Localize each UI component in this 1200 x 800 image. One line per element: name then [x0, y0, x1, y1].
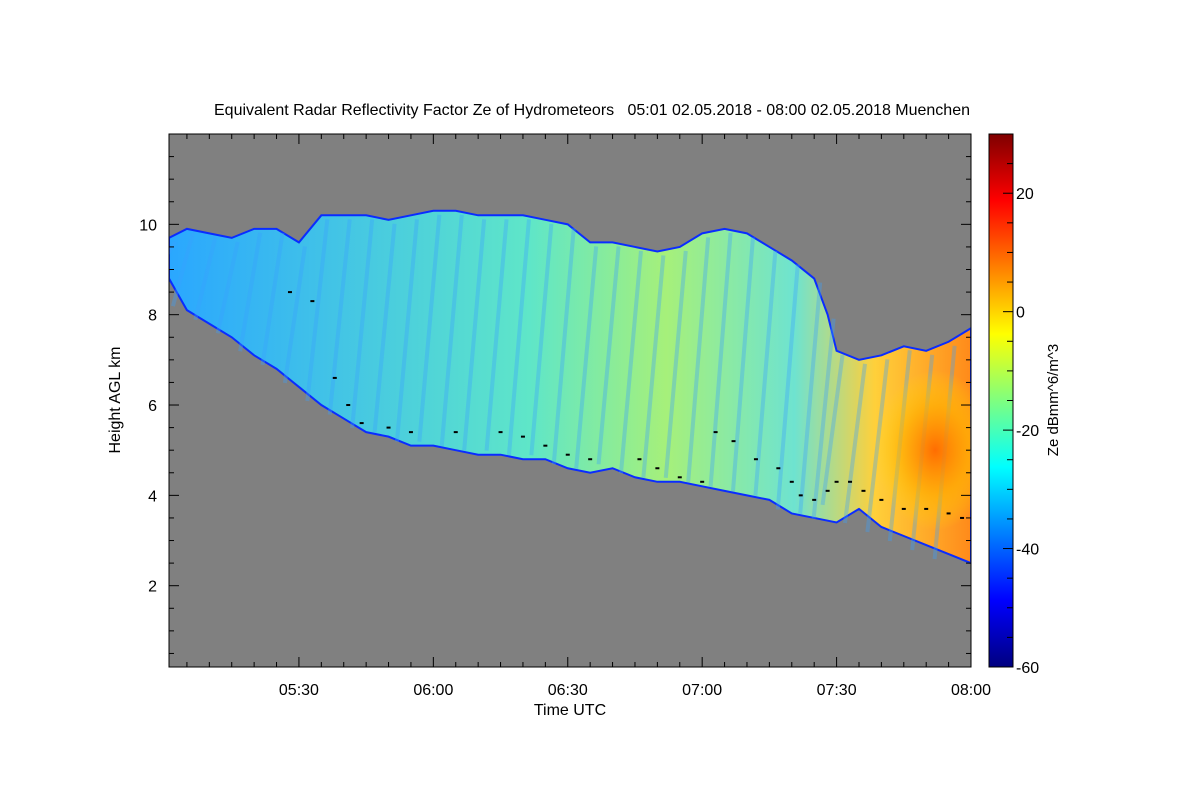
- cloud-base-marker: [879, 498, 884, 501]
- fall-streak: [238, 232, 263, 352]
- fall-streak: [282, 246, 307, 384]
- cloud-base-marker: [825, 489, 830, 492]
- x-tick-label: 05:30: [279, 682, 319, 699]
- x-tick-label: 06:30: [548, 682, 588, 699]
- cloud-base-marker: [848, 480, 853, 483]
- fall-streak: [574, 246, 599, 469]
- fall-streak: [193, 236, 218, 321]
- x-tick-label: 06:00: [413, 682, 453, 699]
- cloud-base-marker: [861, 489, 866, 492]
- x-tick-label: 07:00: [682, 682, 722, 699]
- colorbar-axis: 20 0 -20 -40 -60: [1003, 163, 1039, 677]
- cloud-base-marker: [798, 494, 803, 497]
- fall-streak: [753, 250, 778, 497]
- cloud-base-marker: [713, 431, 718, 434]
- x-axis: 05:30 06:00 06:30 07:00 07:30 08:00: [186, 134, 991, 699]
- colorbar-label: Ze dBmm^6/m^3: [1045, 344, 1062, 456]
- y-tick-label: 4: [148, 488, 157, 505]
- fall-streak: [327, 219, 352, 415]
- y-tick-label: 10: [139, 217, 157, 234]
- cloud-base-marker: [332, 376, 337, 379]
- fall-streak: [551, 228, 576, 465]
- cloud-base-marker: [960, 516, 965, 519]
- cloud-base-marker: [498, 431, 503, 434]
- colorbar-tick-label: -40: [1016, 542, 1039, 559]
- fall-streak: [215, 241, 240, 334]
- colorbar-tick-label: -20: [1016, 423, 1039, 440]
- y-axis: 2 4 6 8 10: [139, 156, 971, 654]
- colorbar-tick-label: 0: [1016, 305, 1025, 322]
- fall-streak: [686, 237, 711, 483]
- x-tick-label: 08:00: [951, 682, 991, 699]
- cloud-base-marker: [946, 512, 951, 515]
- cloud-base-marker: [700, 480, 705, 483]
- cloud-base-marker: [901, 507, 906, 510]
- x-axis-label: Time UTC: [534, 702, 606, 719]
- fall-streak: [439, 214, 464, 447]
- fall-streak: [708, 232, 733, 487]
- colorbar-tick-label: 20: [1016, 186, 1034, 203]
- cloud-base-marker: [310, 300, 315, 303]
- cloud-base-marker: [753, 458, 758, 461]
- cloud-base-marker: [789, 480, 794, 483]
- cloud-base-marker: [287, 291, 292, 294]
- fall-streak: [506, 219, 531, 456]
- fall-streak: [372, 223, 397, 433]
- cloud-base-marker: [520, 435, 525, 438]
- cloud-base-marker: [655, 467, 660, 470]
- fall-streak: [798, 282, 823, 515]
- cloud-base-marker: [543, 444, 548, 447]
- reflectivity-field: [169, 209, 971, 565]
- echo-region: [169, 209, 971, 565]
- fall-streak: [663, 250, 688, 478]
- fall-streak: [730, 237, 755, 492]
- cloud-base-marker: [565, 453, 570, 456]
- cloud-base-marker: [453, 431, 458, 434]
- y-tick-label: 8: [148, 308, 157, 325]
- cloud-base-marker: [812, 498, 817, 501]
- chart-title: Equivalent Radar Reflectivity Factor Ze …: [214, 102, 970, 119]
- fall-streak: [820, 354, 845, 506]
- fall-streak: [305, 219, 330, 402]
- fall-streak: [596, 246, 621, 465]
- cloud-base-marker: [346, 404, 351, 407]
- colorbar-tick-label: -60: [1016, 660, 1039, 677]
- y-tick-label: 2: [148, 579, 157, 596]
- fall-streak: [641, 255, 666, 478]
- cloud-base-marker: [677, 476, 682, 479]
- fall-streak: [350, 219, 375, 429]
- cloud-base-marker: [408, 431, 413, 434]
- x-tick-label: 07:30: [817, 682, 857, 699]
- cloud-base-marker: [637, 458, 642, 461]
- fall-streak: [417, 214, 442, 442]
- high-reflectivity-core: [875, 370, 971, 531]
- cloud-base-marker: [386, 426, 391, 429]
- cloud-base-marker: [731, 440, 736, 443]
- plot-frame: [168, 133, 972, 668]
- y-tick-label: 6: [148, 398, 157, 415]
- y-axis-label: Height AGL km: [107, 346, 124, 453]
- fall-streak: [811, 318, 836, 519]
- cloud-base-marker: [776, 467, 781, 470]
- cloud-base-markers: [287, 291, 965, 519]
- cloud-base-marker: [924, 507, 929, 510]
- fall-streak: [843, 363, 867, 524]
- fall-streak: [529, 223, 554, 456]
- fall-streak: [170, 232, 195, 307]
- fall-streak: [775, 264, 800, 510]
- fall-streak: [260, 232, 285, 366]
- fall-streak: [618, 250, 643, 474]
- cloud-base-marker: [588, 458, 593, 461]
- fall-streak: [462, 219, 487, 451]
- fall-streak: [394, 219, 419, 442]
- fall-streak: [484, 219, 509, 451]
- cloud-base-marker: [834, 480, 839, 483]
- cloud-base-marker: [359, 422, 364, 425]
